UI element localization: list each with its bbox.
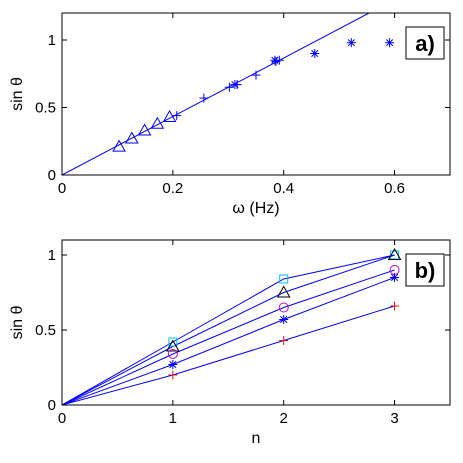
- x-axis-label: n: [252, 430, 261, 447]
- series-line-star: [62, 277, 395, 405]
- data-point-triangle: [112, 139, 126, 152]
- data-point-triangle: [137, 123, 152, 136]
- y-tick-label: 1: [48, 32, 56, 49]
- x-axis-label: ω (Hz): [232, 200, 279, 217]
- data-point-circle: [278, 302, 289, 313]
- series-line-square: [62, 254, 395, 405]
- data-point-plus: [199, 93, 209, 103]
- data-point-plus: [251, 70, 261, 80]
- data-point-triangle: [276, 285, 291, 298]
- x-tick-label: 0.4: [273, 180, 294, 197]
- x-tick-label: 0.2: [162, 180, 183, 197]
- y-tick-label: 0: [48, 167, 56, 184]
- x-tick-label: 0: [58, 180, 66, 197]
- data-point-triangle: [165, 339, 180, 352]
- data-point-plus: [390, 301, 400, 311]
- data-point-plus: [279, 336, 289, 345]
- data-point-star: [230, 80, 240, 90]
- data-point-star: [346, 38, 356, 48]
- panel-label-box: [405, 26, 445, 60]
- x-tick-label: 2: [280, 410, 288, 427]
- data-point-plus: [168, 370, 178, 380]
- y-tick-label: 1: [48, 247, 56, 264]
- x-tick-label: 0: [58, 410, 66, 427]
- data-point-triangle: [150, 116, 165, 129]
- data-point-triangle: [124, 131, 139, 144]
- x-tick-label: 3: [390, 410, 398, 427]
- y-tick-label: 0.5: [35, 322, 56, 339]
- series-line-plus: [62, 305, 395, 405]
- data-point-star: [310, 49, 320, 58]
- x-tick-label: 0.6: [384, 180, 405, 197]
- data-point-triangle: [162, 109, 177, 122]
- x-tick-label: 1: [169, 410, 177, 427]
- data-point-circle: [167, 349, 178, 359]
- data-point-star: [390, 273, 400, 282]
- y-axis-label: sin θ: [9, 306, 26, 340]
- panel-label-box: [405, 253, 445, 287]
- axes-frame: [61, 239, 451, 406]
- plot-area: [62, 13, 395, 175]
- panel-label: a): [415, 31, 435, 56]
- data-point-square: [279, 274, 289, 284]
- series-line-triangle: [62, 254, 395, 405]
- plot-area: [62, 247, 402, 405]
- y-tick-label: 0.5: [35, 100, 56, 117]
- axes-frame: [61, 12, 451, 176]
- data-point-star: [168, 360, 178, 369]
- data-point-plus: [172, 111, 182, 121]
- data-point-star: [270, 55, 280, 65]
- data-point-triangle: [387, 247, 402, 260]
- series-line-circle: [62, 269, 395, 405]
- y-tick-label: 0: [48, 397, 56, 414]
- data-point-square: [168, 337, 178, 347]
- panel-a: 0 0.2 0.4 0.6 0 0.5 1 ω (Hz) sin θ a): [9, 12, 451, 217]
- data-point-star: [279, 315, 289, 324]
- data-point-star: [385, 38, 395, 48]
- fit-line: [62, 13, 370, 175]
- y-axis-label: sin θ: [9, 77, 26, 111]
- panel-b: 0 1 2 3 0 0.5 1 n sin θ b): [9, 239, 451, 447]
- panel-label: b): [415, 258, 436, 283]
